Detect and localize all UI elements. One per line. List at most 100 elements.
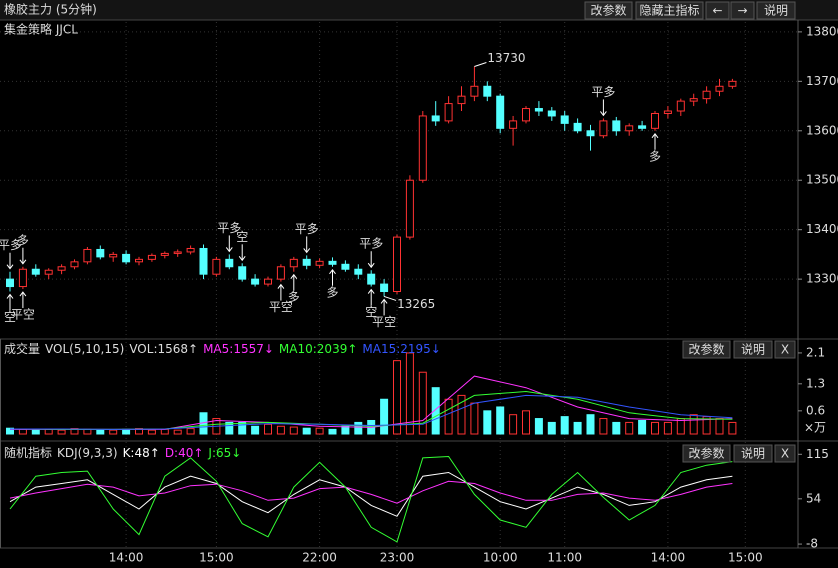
volume-bar [599,418,608,435]
indicator-label: VOL(5,10,15) [45,342,124,356]
candle-body [573,122,582,132]
button[interactable]: 改参数 [584,1,633,20]
volume-bar [302,427,311,435]
signal-arrowhead [651,132,659,139]
candle-body [109,253,118,258]
candle-body [83,248,92,263]
volume-bar [638,419,647,435]
button-label: X [781,343,789,357]
volume-bar [393,360,401,435]
signal-label: 平多 [359,237,383,251]
extreme-marker [474,62,487,67]
candle-body [173,251,182,254]
candle-body [264,278,272,285]
button-bg [705,1,730,20]
candle-body [251,278,260,285]
signal-arrowhead [19,259,27,265]
button-bg [774,444,796,463]
button-label: 隐藏主指标 [639,3,699,18]
button[interactable]: ← [705,1,730,20]
candle-body [354,268,363,275]
button-label: ← [712,4,722,18]
volume-bar [251,425,260,435]
button[interactable]: 改参数 [682,444,731,463]
volume-bar [276,425,285,435]
volume-bar [380,398,389,435]
button[interactable]: 说明 [733,340,773,359]
signal-label: 平多 [591,85,615,99]
volume-bar [160,428,169,435]
volume-bar [418,371,427,435]
volume-bar [57,429,66,435]
x-tick-label: 23:00 [380,551,415,565]
button-label: 改参数 [590,3,626,18]
volume-bar [496,406,505,435]
volume-bar [328,428,337,435]
y-tick-label: 115 [806,447,829,461]
volume-bar [289,426,298,435]
button[interactable]: X [774,444,796,463]
volume-bar [315,427,324,435]
button[interactable]: 说明 [756,1,796,20]
volume-bar [470,402,479,435]
candle-body [457,95,466,105]
volume-bar [663,421,672,435]
signal-label: 多 [288,290,300,304]
candle-body [599,120,608,137]
button[interactable]: 改参数 [682,340,731,359]
volume-bar [728,421,737,435]
y-tick-label: 13600 [806,123,838,137]
volume-bar [70,428,79,435]
main-title: 集金策略 JJCL [4,22,78,37]
volume-bar [44,428,53,435]
volume-bar [225,421,234,435]
candle-body [135,258,143,263]
signal-label: 空 [236,230,248,244]
signal-arrowhead [380,298,388,304]
y-tick-label: 1.3 [806,376,825,390]
volume-bar [522,410,530,435]
signal-label: 平多 [0,238,22,252]
candle-body [289,258,298,268]
volume-bar [431,387,440,435]
panel-header: 随机指标 KDJ(9,3,3) K:48↑ D:40↑ J:65↓ [4,445,241,460]
extreme-label: 13265 [397,297,435,311]
volume-bar [354,421,363,435]
signal-label: 平空 [372,315,396,329]
signal-label: 平多 [295,222,319,236]
candle-body [560,115,569,124]
candle-body [57,266,66,271]
volume-bar [147,429,156,435]
button[interactable]: X [774,340,796,359]
legend-entry: MA5:1557↓ [203,342,274,356]
button-label: → [737,4,747,18]
volume-bar [444,398,453,435]
legend-entry: MA15:2195↓ [362,342,440,356]
x-tick-label: 10:00 [483,551,518,565]
volume-bar [689,414,698,435]
button-label: 改参数 [688,342,724,357]
signal-label: 多 [17,233,29,247]
volume-bar [31,429,40,435]
candle-body [302,258,311,266]
y-tick-label: 13500 [806,173,838,187]
signal-arrowhead [329,268,336,275]
candle-body [18,268,27,288]
candle-body [431,115,440,122]
candle-body [612,120,621,132]
button[interactable]: → [730,1,755,20]
candle-body [483,85,492,97]
indicator-label: VOL:1568↑ [129,342,198,356]
candle-body [96,248,105,258]
y-tick-label: 2.1 [806,345,825,359]
signal-label: 多 [649,149,661,163]
candle-body [663,110,672,114]
button[interactable]: 隐藏主指标 [635,1,704,20]
signal-label: 空 [4,310,16,324]
signal-arrowhead [367,288,375,294]
panel-title: 成交量 [4,341,40,356]
candle-body [586,130,595,137]
button[interactable]: 说明 [733,444,773,463]
candle-body [276,266,285,280]
